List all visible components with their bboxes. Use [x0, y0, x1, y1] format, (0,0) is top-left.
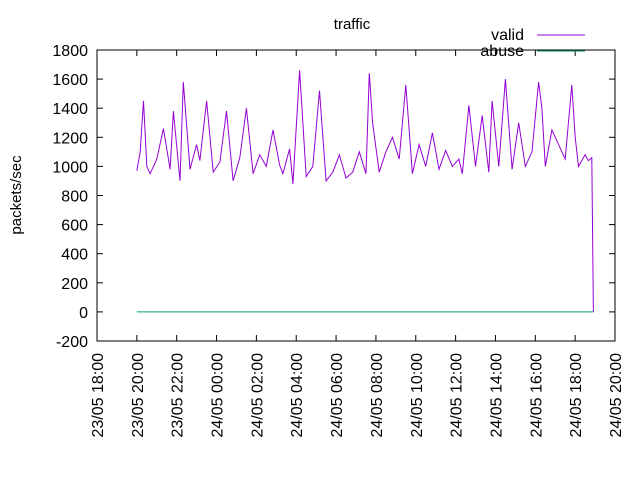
x-tick-label: 24/05 02:00: [249, 353, 266, 438]
y-tick-label: 400: [61, 247, 88, 264]
x-tick-label: 24/05 10:00: [409, 353, 426, 438]
y-axis-label: packets/sec: [8, 155, 25, 235]
y-tick-label: 1400: [52, 101, 88, 118]
x-tick-label: 24/05 12:00: [449, 353, 466, 438]
chart-title: traffic: [334, 16, 371, 33]
y-tick-label: 1000: [52, 159, 88, 176]
y-tick-label: 1200: [52, 130, 88, 147]
x-tick-label: 24/05 20:00: [608, 353, 625, 438]
x-tick-label: 24/05 16:00: [528, 353, 545, 438]
legend-label-abuse: abuse: [480, 43, 524, 60]
y-tick-label: -200: [56, 334, 88, 351]
y-tick-label: 0: [79, 305, 88, 322]
x-tick-label: 24/05 14:00: [488, 353, 505, 438]
x-tick-label: 24/05 18:00: [568, 353, 585, 438]
x-tick-label: 24/05 06:00: [329, 353, 346, 438]
series-line-valid: [136, 70, 594, 312]
y-tick-label: 800: [61, 189, 88, 206]
x-tick-label: 24/05 00:00: [210, 353, 227, 438]
y-tick-label: 200: [61, 276, 88, 293]
x-tick-label: 23/05 22:00: [170, 353, 187, 438]
x-tick-label: 24/05 04:00: [289, 353, 306, 438]
x-tick-label: 23/05 20:00: [130, 353, 147, 438]
series-layer: [136, 70, 594, 313]
y-tick-label: 600: [61, 218, 88, 235]
x-tick-label: 24/05 08:00: [369, 353, 386, 438]
x-tick-label: 23/05 18:00: [90, 353, 107, 438]
y-axis: -200 0 200 400 600 800 1000 1200 1400 1600 1800: [52, 43, 615, 351]
y-tick-label: 1600: [52, 72, 88, 89]
x-axis: 23/05 18:00 23/05 20:00 23/05 22:00 24/05 0…: [90, 50, 625, 438]
legend-label-valid: valid: [491, 27, 524, 44]
y-tick-label: 1800: [52, 43, 88, 60]
